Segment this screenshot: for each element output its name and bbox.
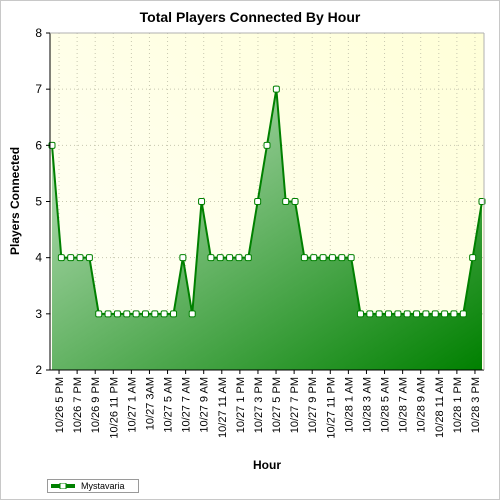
data-point bbox=[366, 310, 374, 318]
data-point bbox=[85, 254, 93, 262]
x-tick-label: 10/27 11 PM bbox=[325, 377, 337, 439]
data-point bbox=[141, 310, 149, 318]
x-tick-label: 10/28 3 AM bbox=[361, 377, 373, 433]
data-point bbox=[170, 310, 178, 318]
x-tick-label: 10/28 7 AM bbox=[398, 377, 410, 433]
data-point bbox=[160, 310, 168, 318]
data-point bbox=[431, 310, 439, 318]
x-tick-label: 10/27 1 PM bbox=[235, 377, 247, 433]
data-point bbox=[179, 254, 187, 262]
x-tick-label: 10/27 11 AM bbox=[217, 377, 229, 438]
data-point bbox=[310, 254, 318, 262]
data-point bbox=[188, 310, 196, 318]
x-tick-label: 10/28 1 AM bbox=[343, 377, 355, 433]
x-tick-label: 10/27 5 PM bbox=[271, 377, 283, 433]
x-tick-label: 10/28 3 PM bbox=[470, 377, 482, 433]
x-tick-label: 10/26 9 PM bbox=[90, 377, 102, 433]
data-point bbox=[113, 310, 121, 318]
data-point bbox=[104, 310, 112, 318]
data-point bbox=[226, 254, 234, 262]
data-point bbox=[123, 310, 131, 318]
data-point bbox=[198, 198, 206, 205]
data-point bbox=[459, 310, 467, 318]
data-point bbox=[132, 310, 140, 318]
data-point bbox=[272, 85, 280, 93]
series-area bbox=[52, 89, 482, 371]
x-tick-label: 10/27 5 AM bbox=[163, 377, 175, 433]
data-point bbox=[394, 310, 402, 318]
data-point bbox=[282, 198, 290, 205]
data-point bbox=[57, 254, 65, 262]
data-point bbox=[235, 254, 243, 262]
data-point bbox=[441, 310, 449, 318]
x-tick-label: 10/28 1 PM bbox=[452, 377, 464, 433]
data-point bbox=[319, 254, 327, 262]
data-point bbox=[450, 310, 458, 318]
y-axis-ticks: 2 3 4 5 6 7 8 bbox=[35, 26, 50, 377]
data-point bbox=[413, 310, 421, 318]
legend-label: Mystavaria bbox=[81, 481, 125, 491]
x-tick-label: 10/27 7 AM bbox=[181, 377, 193, 433]
legend-swatch bbox=[51, 483, 75, 489]
x-tick-label: 10/26 5 PM bbox=[54, 377, 66, 433]
data-point bbox=[385, 310, 393, 318]
data-point bbox=[254, 198, 262, 205]
x-tick-label: 10/28 5 AM bbox=[380, 377, 392, 433]
data-point bbox=[469, 254, 477, 262]
y-tick-label: 8 bbox=[35, 26, 42, 40]
data-markers bbox=[48, 85, 486, 318]
x-tick-label: 10/28 11 AM bbox=[434, 377, 446, 438]
legend: Mystavaria bbox=[47, 479, 139, 493]
y-axis-title: Players Connected bbox=[8, 147, 22, 255]
y-tick-label: 2 bbox=[35, 363, 42, 377]
data-point bbox=[422, 310, 430, 318]
y-tick-label: 7 bbox=[35, 82, 42, 96]
data-point bbox=[338, 254, 346, 262]
data-point bbox=[403, 310, 411, 318]
x-tick-label: 10/26 11 PM bbox=[108, 377, 120, 439]
y-tick-label: 6 bbox=[35, 138, 42, 152]
data-point bbox=[207, 254, 215, 262]
x-tick-label: 10/27 9 AM bbox=[199, 377, 211, 433]
data-point bbox=[151, 310, 159, 318]
data-point bbox=[375, 310, 383, 318]
data-point bbox=[356, 310, 364, 318]
x-tick-label: 10/26 7 PM bbox=[72, 377, 84, 433]
data-point bbox=[291, 198, 299, 205]
x-tick-label: 10/27 3AM bbox=[144, 377, 156, 430]
chart-title: Total Players Connected By Hour bbox=[140, 9, 361, 25]
x-axis-ticks: 10/26 5 PM 10/26 7 PM 10/26 9 PM 10/26 11 P… bbox=[54, 370, 482, 439]
data-point bbox=[95, 310, 103, 318]
x-tick-label: 10/28 9 AM bbox=[416, 377, 428, 433]
x-tick-label: 10/27 1 AM bbox=[126, 377, 138, 433]
data-point bbox=[300, 254, 308, 262]
data-point bbox=[216, 254, 224, 262]
x-tick-label: 10/27 3 PM bbox=[253, 377, 265, 433]
data-point bbox=[263, 141, 271, 149]
data-point bbox=[67, 254, 75, 262]
x-tick-label: 10/27 9 PM bbox=[307, 377, 319, 433]
data-point bbox=[328, 254, 336, 262]
data-point bbox=[347, 254, 355, 262]
y-tick-label: 3 bbox=[35, 307, 42, 321]
data-point bbox=[76, 254, 84, 262]
x-tick-label: 10/27 7 PM bbox=[289, 377, 301, 433]
y-tick-label: 5 bbox=[35, 195, 42, 209]
y-tick-label: 4 bbox=[35, 251, 42, 265]
x-axis-title: Hour bbox=[253, 458, 281, 472]
data-point bbox=[244, 254, 252, 262]
